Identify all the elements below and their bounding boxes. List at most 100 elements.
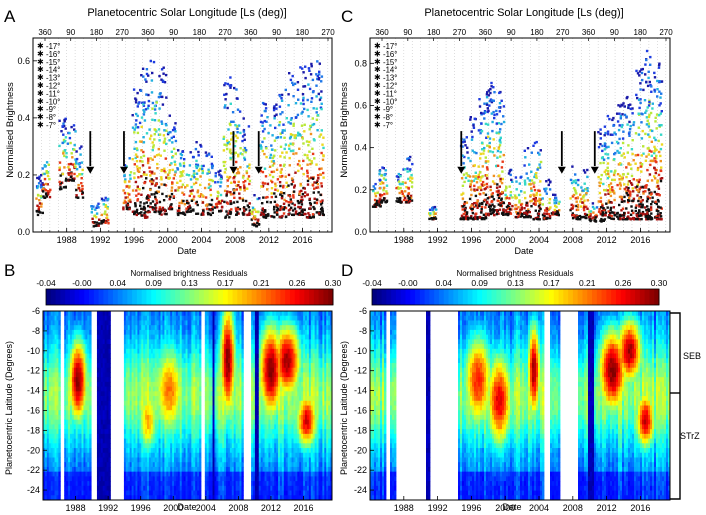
panel-c-point [589, 214, 592, 217]
panel-b-cell [71, 419, 75, 425]
panel-a-point [156, 167, 159, 170]
panel-b-cell [52, 334, 55, 340]
panel-b-cell [68, 400, 71, 406]
panel-b-cell [48, 396, 52, 402]
panel-a-point [281, 129, 284, 132]
panel-a-point [296, 113, 300, 117]
panel-b-cell [71, 353, 75, 359]
panel-c-point [485, 177, 489, 180]
panel-a-point [312, 107, 315, 110]
panel-a-point [176, 168, 180, 171]
panel-a-point [287, 204, 291, 207]
panel-a-point [252, 217, 255, 220]
panel-a-point [210, 198, 214, 202]
panel-a-point [292, 124, 295, 127]
panel-a-point [292, 213, 296, 216]
panel-b-cell [56, 367, 59, 373]
panel-c-point [480, 122, 483, 125]
panel-a-point [169, 195, 172, 199]
panel-b-cell [77, 344, 81, 350]
panel-c-point [605, 202, 608, 205]
panel-a-point [318, 70, 321, 73]
panel-a-point [103, 212, 106, 216]
panel-b-cell [129, 372, 133, 378]
panel-c-point [484, 212, 488, 216]
panel-b-cell [139, 377, 142, 383]
panel-b-cell [75, 362, 79, 369]
panel-c-point [622, 214, 626, 217]
panel-b-cell [85, 396, 88, 402]
panel-b-cell [77, 476, 81, 482]
panel-c-point [642, 190, 645, 194]
panel-c-point [545, 212, 548, 216]
panel-c-point [545, 192, 548, 195]
panel-c-point [645, 109, 648, 112]
panel-c-legend-marker: ✱ [374, 105, 381, 114]
panel-b-cell [75, 325, 79, 331]
panel-a-point [143, 202, 146, 205]
panel-c-point [378, 198, 381, 201]
panel-a-point [322, 176, 325, 179]
panel-a-point [45, 182, 48, 186]
panel-b-cell [83, 462, 86, 468]
panel-a-point [65, 155, 68, 159]
panel-b-cell [75, 386, 79, 392]
panel-c-point [543, 217, 546, 220]
panel-c-point [484, 206, 487, 209]
panel-c-point [505, 196, 508, 200]
panel-b-cell [135, 481, 138, 487]
panel-c-point [647, 76, 650, 80]
panel-a-point [264, 216, 268, 219]
panel-b-colorbar-title: Normalised brightness Residuals [131, 269, 248, 278]
panel-a-point [148, 137, 152, 140]
panel-a-point [241, 153, 244, 156]
panel-b-cell [46, 462, 50, 468]
panel-b-cell [64, 405, 67, 411]
panel-b-cell [108, 334, 111, 340]
panel-b-cell [71, 344, 75, 350]
panel-a-point [35, 197, 38, 200]
panel-c-point [640, 163, 644, 166]
panel-c-point [583, 206, 586, 209]
panel-a-point [226, 179, 229, 182]
panel-b-cell [129, 348, 133, 354]
panel-a-point [143, 171, 146, 174]
panel-c-point [609, 133, 612, 136]
panel-a-point [76, 175, 79, 178]
panel-b-cell [69, 471, 73, 477]
panel-b-cell [98, 481, 102, 487]
panel-c-point [654, 116, 657, 119]
panel-a-point [62, 150, 65, 153]
panel-a-point [122, 201, 126, 205]
panel-b-cell [135, 419, 138, 425]
panel-b-cell [66, 400, 69, 406]
panel-b-cell [44, 362, 48, 369]
panel-b-cell [87, 485, 90, 491]
panel-b-cell [102, 433, 106, 439]
panel-a-point [149, 174, 152, 177]
panel-c-point [638, 70, 642, 73]
panel-c-point [630, 183, 634, 186]
panel-a-point [272, 215, 276, 219]
panel-b-cell [52, 462, 55, 468]
panel-c-point [637, 112, 640, 115]
panel-b-cell [98, 410, 102, 416]
panel-a-point [196, 191, 199, 194]
panel-c-point [538, 200, 541, 203]
panel-c-point [497, 189, 500, 192]
panel-a-point [178, 209, 181, 213]
panel-b-cell [66, 325, 69, 331]
panel-c-point [581, 215, 584, 219]
panel-b-cell [66, 429, 69, 435]
panel-b-cell [131, 348, 134, 354]
panel-a-point [301, 93, 305, 96]
panel-c-point [606, 189, 610, 192]
panel-c-point [498, 208, 502, 211]
panel-c-point [657, 173, 661, 177]
panel-b-cell [131, 367, 134, 373]
panel-b-cell [139, 353, 142, 359]
panel-b-cell [87, 433, 90, 439]
panel-b-cell [54, 391, 57, 397]
panel-a-point [292, 209, 295, 212]
panel-b-cell [123, 419, 127, 425]
